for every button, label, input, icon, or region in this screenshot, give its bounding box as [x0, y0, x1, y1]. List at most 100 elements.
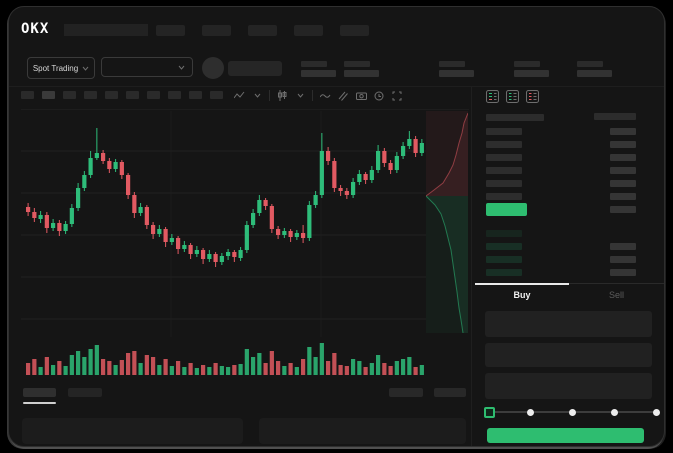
top-nav: [156, 25, 369, 36]
order-details-panel: [259, 418, 466, 444]
candlestick-chart[interactable]: [21, 111, 426, 337]
order-book-bid-row[interactable]: [475, 240, 664, 253]
timeframe-placeholder[interactable]: [147, 91, 160, 99]
bid-price-placeholder: [486, 269, 522, 276]
order-history-tab[interactable]: [68, 388, 102, 397]
tab-sell[interactable]: Sell: [608, 290, 624, 300]
amount-percent-slider[interactable]: [484, 405, 660, 419]
price-column-header: [486, 114, 544, 121]
order-book-ask-row[interactable]: [475, 151, 664, 164]
orders-tab-active[interactable]: [23, 388, 56, 397]
bid-price-placeholder: [486, 256, 522, 263]
bid-amount-placeholder: [610, 243, 636, 250]
ask-amount-placeholder: [610, 154, 636, 161]
order-book-ask-row[interactable]: [475, 177, 664, 190]
order-book-ask-row[interactable]: [475, 190, 664, 203]
order-book-ask-row[interactable]: [475, 125, 664, 138]
slider-dot[interactable]: [527, 409, 535, 416]
slider-handle[interactable]: [484, 407, 495, 418]
stat-volume-24h: [577, 61, 612, 77]
ask-amount-placeholder: [610, 128, 636, 135]
panel-divider: [471, 87, 472, 446]
nav-item-placeholder[interactable]: [248, 25, 277, 36]
nav-item-placeholder[interactable]: [156, 25, 185, 36]
market-type-label: Spot Trading: [32, 63, 79, 73]
order-book-panel: Buy Sell: [475, 87, 664, 446]
chevron-down-icon: [82, 66, 89, 71]
toolbar-divider: [269, 90, 270, 101]
order-book-bid-row[interactable]: [475, 253, 664, 266]
ask-amount-placeholder: [610, 141, 636, 148]
stat-last-price: [301, 61, 336, 77]
nav-item-placeholder[interactable]: [202, 25, 231, 36]
nav-item-placeholder[interactable]: [294, 25, 323, 36]
trade-tabbar: Buy Sell: [475, 283, 664, 306]
total-input[interactable]: [485, 373, 652, 399]
compare-icon[interactable]: [337, 90, 349, 102]
ask-rows: [475, 125, 664, 203]
chevron-down-icon[interactable]: [251, 90, 263, 102]
indicator-line-icon[interactable]: [319, 90, 331, 102]
order-book-bids-icon[interactable]: [506, 90, 519, 103]
ask-price-placeholder: [486, 141, 522, 148]
timeframe-placeholder[interactable]: [84, 91, 97, 99]
bid-amount-placeholder: [610, 256, 636, 263]
bid-price-placeholder: [486, 230, 522, 237]
pair-selector-dropdown[interactable]: [101, 57, 193, 77]
alarm-clock-icon[interactable]: [373, 90, 385, 102]
okx-logo[interactable]: OKX: [21, 21, 50, 37]
chevron-down-icon: [178, 65, 185, 70]
header-divider: [9, 86, 664, 87]
fullscreen-icon[interactable]: [391, 90, 403, 102]
market-type-dropdown[interactable]: Spot Trading: [27, 57, 95, 79]
order-book-view-modes: [486, 90, 539, 103]
last-price-row[interactable]: [475, 203, 664, 219]
slider-dot[interactable]: [610, 409, 618, 416]
timeframe-placeholder[interactable]: [168, 91, 181, 99]
last-price-amount-placeholder: [610, 206, 636, 213]
order-book-bid-row[interactable]: [475, 266, 664, 279]
ask-price-placeholder: [486, 180, 522, 187]
bottom-action-placeholder[interactable]: [434, 388, 466, 397]
ask-amount-placeholder: [610, 193, 636, 200]
timeframe-toolbar: [21, 91, 223, 99]
timeframe-placeholder[interactable]: [189, 91, 202, 99]
tab-buy[interactable]: Buy: [513, 290, 531, 300]
stat-change-24h: [344, 61, 379, 77]
camera-icon[interactable]: [355, 90, 367, 102]
buy-tab-indicator: [475, 283, 569, 285]
stat-low-24h: [514, 61, 549, 77]
timeframe-placeholder[interactable]: [63, 91, 76, 99]
order-book-all-icon[interactable]: [486, 90, 499, 103]
bid-amount-placeholder: [610, 269, 636, 276]
nav-item-placeholder[interactable]: [340, 25, 369, 36]
bid-rows: [475, 227, 664, 279]
order-book-asks-icon[interactable]: [526, 90, 539, 103]
timeframe-placeholder[interactable]: [21, 91, 34, 99]
slider-dot[interactable]: [569, 409, 576, 416]
depth-profile-overlay: [426, 111, 468, 333]
price-input[interactable]: [485, 311, 652, 337]
slider-dot[interactable]: [652, 409, 660, 416]
buy-submit-button[interactable]: [487, 428, 644, 443]
timeframe-placeholder[interactable]: [105, 91, 118, 99]
toolbar-divider-line: [21, 109, 469, 110]
amount-input[interactable]: [485, 343, 652, 367]
bottom-action-placeholder[interactable]: [389, 388, 423, 397]
order-book-bid-row[interactable]: [475, 227, 664, 240]
order-book-ask-row[interactable]: [475, 138, 664, 151]
timeframe-placeholder[interactable]: [42, 91, 55, 99]
chevron-down-icon[interactable]: [294, 90, 306, 102]
timeframe-placeholder[interactable]: [210, 91, 223, 99]
ask-price-placeholder: [486, 167, 522, 174]
bid-price-placeholder: [486, 243, 522, 250]
ask-price-placeholder: [486, 154, 522, 161]
order-book-ask-row[interactable]: [475, 164, 664, 177]
ask-price-placeholder: [486, 193, 522, 200]
candlestick-type-icon[interactable]: [276, 90, 288, 102]
ask-amount-placeholder: [610, 180, 636, 187]
open-orders-panel: [22, 418, 243, 444]
chart-style-icon[interactable]: [233, 90, 245, 102]
timeframe-placeholder[interactable]: [126, 91, 139, 99]
